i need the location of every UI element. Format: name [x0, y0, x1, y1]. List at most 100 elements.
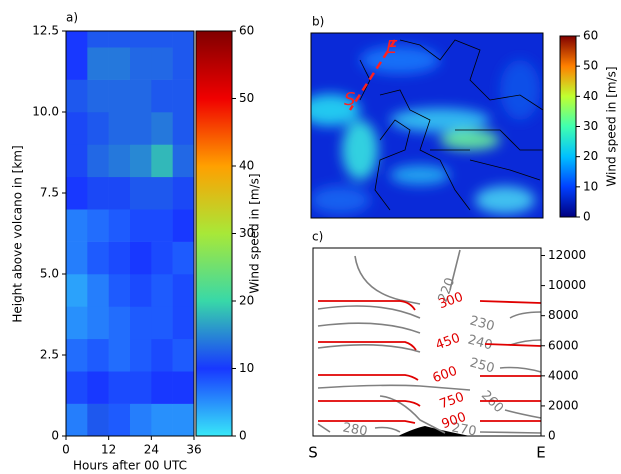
y-tick-label: 7.5 [40, 186, 59, 200]
heatmap-cell [130, 274, 152, 307]
heatmap-cell [130, 306, 152, 340]
heatmap-cell [130, 403, 152, 437]
x-tick-label: 36 [186, 443, 201, 457]
contour-label: 750 [438, 390, 466, 413]
heatmap-cell [66, 144, 88, 178]
heatmap-cell [108, 306, 131, 340]
contour-label: 600 [431, 364, 459, 387]
heatmap-cell [172, 274, 195, 307]
colorbar-tick-label: 60 [583, 29, 598, 43]
heatmap-cell [108, 403, 131, 437]
heatmap-cell [87, 274, 109, 307]
plot-frame [312, 247, 542, 437]
colorbar-label: Wind speed in [m/s] [605, 66, 619, 186]
contour-line [318, 300, 542, 311]
heatmap-cell [130, 144, 152, 178]
heatmap-cell [66, 79, 88, 113]
heatmap-cell [87, 306, 109, 340]
plot-frame [65, 30, 195, 437]
contour-line [318, 420, 541, 424]
heatmap-cell [87, 47, 109, 80]
heatmap-cell [172, 31, 195, 48]
contour-label: 280 [341, 420, 368, 439]
y-tick-label: 12.5 [32, 24, 59, 38]
heatmap-cell [66, 47, 88, 80]
heatmap-cell [108, 209, 131, 242]
heatmap-cell [151, 144, 173, 178]
colorbar-tick-label: 20 [239, 294, 254, 308]
heatmap-cell [130, 79, 152, 113]
heatmap-cell [66, 274, 88, 307]
heatmap-cell [66, 338, 88, 372]
heatmap-cell [66, 403, 88, 437]
colorbar-label: Wind speed in [m/s] [248, 173, 262, 293]
x-tick-label: 0 [62, 443, 70, 457]
y-tick-label: 10.0 [32, 105, 59, 119]
contour-line [318, 374, 541, 381]
contour-label: 450 [434, 331, 462, 354]
contour-line [379, 395, 542, 434]
colorbar-tick-label: 30 [239, 226, 254, 240]
map-annotation: E [386, 37, 398, 58]
y-tick-label: 0 [548, 429, 556, 443]
heatmap-cell [151, 79, 173, 113]
y-axis-label: Height above volcano in [km] [11, 145, 25, 322]
heatmap-cell [151, 403, 173, 437]
contour-label: 260 [478, 388, 506, 416]
heatmap-cell [108, 241, 131, 275]
heatmap-cell [130, 241, 152, 275]
colorbar-tick-label: 10 [239, 361, 254, 375]
heatmap-cell [130, 176, 152, 210]
contour-line [318, 400, 541, 407]
heatmap-cell [108, 79, 131, 113]
heatmap-cell [108, 47, 131, 80]
x-tick-label: 12 [101, 443, 116, 457]
heatmap-cell [172, 144, 195, 178]
heatmap-cell [151, 47, 173, 80]
terrain [398, 426, 470, 436]
heatmap-cell [66, 241, 88, 275]
y-tick-label: 10000 [548, 278, 586, 292]
x-tick-label: E [536, 444, 545, 462]
contour-line [317, 384, 542, 419]
panel-label: b) [312, 15, 324, 29]
y-tick-label: 2.5 [40, 348, 59, 362]
colorbar-tick-label: 50 [583, 59, 598, 73]
heatmap-cell [172, 176, 195, 210]
heatmap-cell [66, 209, 88, 242]
heatmap-cell [66, 371, 88, 404]
heatmap-cell [66, 112, 88, 145]
heatmap-cell [87, 403, 109, 437]
map-annotation: S [344, 89, 355, 110]
colorbar-tick-label: 50 [239, 91, 254, 105]
heatmap-cell [151, 274, 173, 307]
map [311, 33, 543, 218]
contour-label: 230 [468, 314, 496, 335]
heatmap-cell [151, 241, 173, 275]
heatmap-cell [172, 47, 195, 80]
contour-label: 240 [466, 333, 494, 354]
heatmap-cell [87, 241, 109, 275]
y-tick-label: 2000 [548, 398, 579, 412]
colorbar [195, 30, 233, 437]
contour-line [317, 423, 401, 433]
y-tick-label: 5.0 [40, 267, 59, 281]
y-tick-label: 8000 [548, 308, 579, 322]
heatmap-cell [130, 31, 152, 48]
heatmap-cell [130, 371, 152, 404]
heatmap-cell [87, 176, 109, 210]
heatmap-cell [108, 338, 131, 372]
heatmap-cell [108, 144, 131, 178]
heatmap-cell [172, 306, 195, 340]
y-tick-label: 0 [51, 429, 59, 443]
heatmap-cell [151, 209, 173, 242]
colorbar-tick-label: 20 [583, 149, 598, 163]
heatmap-cell [87, 144, 109, 178]
heatmap-cell [130, 47, 152, 80]
contour-line [318, 341, 542, 351]
heatmap-cell [108, 112, 131, 145]
contour-line [354, 249, 461, 305]
colorbar-tick-label: 40 [583, 89, 598, 103]
y-tick-label: 4000 [548, 368, 579, 382]
